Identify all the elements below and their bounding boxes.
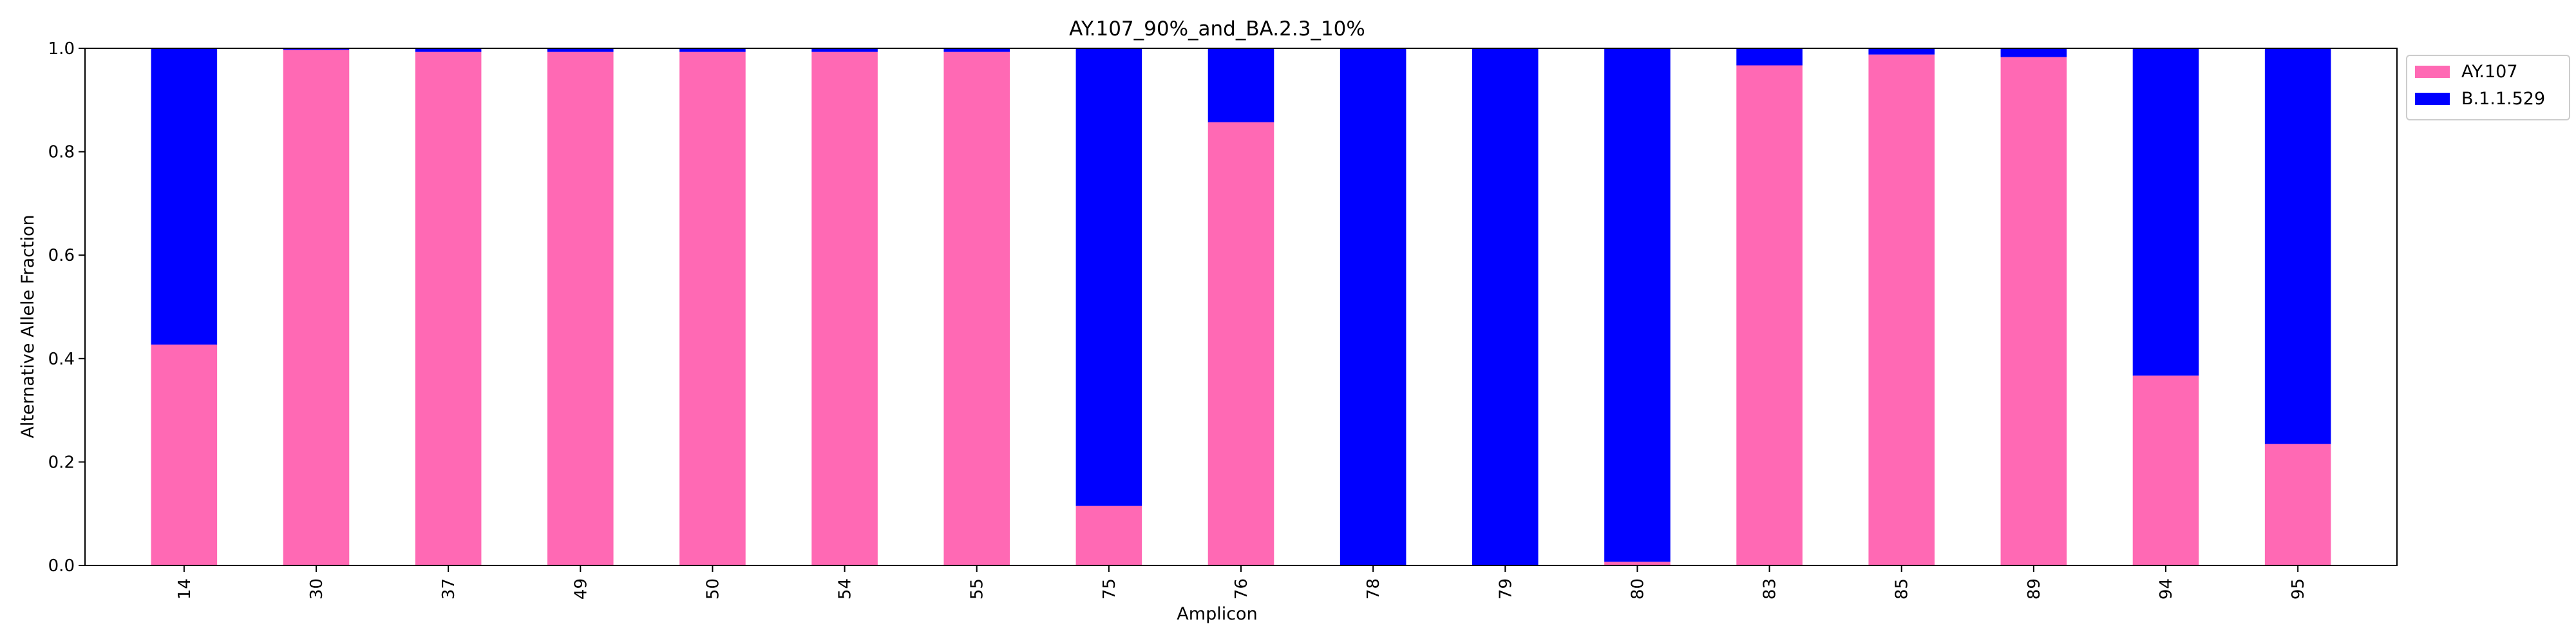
chart-title: AY.107_90%_and_BA.2.3_10% <box>1069 17 1365 41</box>
legend-swatch <box>2415 93 2450 105</box>
x-tick-label: 50 <box>703 578 723 600</box>
x-tick-label: 49 <box>571 578 591 600</box>
bar-ay107-75 <box>1075 506 1142 565</box>
bar-b11529-94 <box>2132 48 2199 376</box>
y-tick-label: 0.2 <box>48 453 75 472</box>
y-tick-label: 0.8 <box>48 143 75 162</box>
bar-b11529-30 <box>283 48 350 50</box>
plot-frame <box>84 48 2398 566</box>
x-tick-label: 75 <box>1100 578 1119 600</box>
bar-ay107-89 <box>2000 57 2067 565</box>
bar-b11529-75 <box>1075 48 1142 506</box>
x-tick-label: 76 <box>1232 578 1251 600</box>
legend-label: AY.107 <box>2461 62 2518 82</box>
legend: AY.107 B.1.1.529 <box>2406 55 2570 120</box>
y-tick-label: 0.0 <box>48 556 75 576</box>
bar-ay107-50 <box>679 52 746 566</box>
bar-ay107-76 <box>1208 122 1274 565</box>
x-tick-label: 94 <box>2157 578 2176 600</box>
y-tick-label: 0.6 <box>48 246 75 265</box>
y-axis-label: Alternative Allele Fraction <box>18 214 38 438</box>
bar-ay107-85 <box>1868 54 1935 565</box>
y-tick-label: 1.0 <box>48 39 75 59</box>
x-tick-label: 79 <box>1496 578 1515 600</box>
bar-b11529-55 <box>943 48 1010 52</box>
bar-ay107-49 <box>547 52 614 566</box>
x-tick-label: 55 <box>968 578 987 600</box>
y-axis-ticks: 0.0 0.2 0.4 0.6 0.8 1.0 <box>48 39 85 576</box>
bar-b11529-85 <box>1868 48 1935 55</box>
bar-b11529-54 <box>811 48 878 52</box>
bar-ay107-55 <box>943 52 1010 566</box>
bar-ay107-54 <box>811 52 878 566</box>
bar-ay107-37 <box>415 52 482 566</box>
bar-b11529-50 <box>679 48 746 52</box>
x-tick-label: 85 <box>1893 578 1912 600</box>
bar-b11529-78 <box>1340 48 1406 565</box>
x-axis-ticks: 14 30 37 49 50 54 55 75 76 78 79 80 83 85 89 94 95 <box>175 565 2308 600</box>
bar-b11529-14 <box>151 48 218 345</box>
x-tick-label: 95 <box>2289 578 2308 600</box>
bar-ay107-83 <box>1736 65 1803 565</box>
x-axis-label: Amplicon <box>1177 604 1257 624</box>
bar-ay107-30 <box>283 50 350 565</box>
x-tick-label: 83 <box>1761 578 1780 600</box>
legend-label: B.1.1.529 <box>2461 89 2545 109</box>
x-tick-label: 30 <box>307 578 327 600</box>
bar-ay107-14 <box>151 345 218 565</box>
bar-b11529-76 <box>1208 48 1274 122</box>
bar-b11529-89 <box>2000 48 2067 57</box>
bar-b11529-37 <box>415 48 482 52</box>
bar-b11529-49 <box>547 48 614 52</box>
x-tick-label: 54 <box>836 578 855 600</box>
x-tick-label: 14 <box>175 578 194 600</box>
x-tick-label: 78 <box>1364 578 1383 600</box>
bar-b11529-95 <box>2264 48 2331 444</box>
y-tick-label: 0.4 <box>48 350 75 369</box>
legend-swatch <box>2415 66 2450 78</box>
x-tick-label: 80 <box>1628 578 1647 600</box>
bar-ay107-80 <box>1604 562 1671 565</box>
bar-ay107-94 <box>2132 375 2199 565</box>
bar-b11529-79 <box>1472 48 1539 565</box>
x-tick-label: 89 <box>2025 578 2044 600</box>
bar-b11529-80 <box>1604 48 1671 562</box>
bars-layer <box>151 48 2331 566</box>
x-tick-label: 37 <box>439 578 459 600</box>
bar-b11529-83 <box>1736 48 1803 66</box>
bar-ay107-95 <box>2264 444 2331 565</box>
